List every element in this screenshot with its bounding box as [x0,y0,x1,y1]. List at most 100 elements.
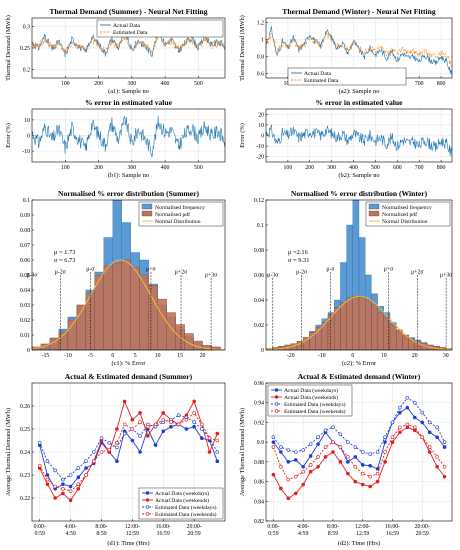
data-point [76,486,81,491]
data-point [316,464,320,469]
data-point [308,469,313,474]
x-axis-label: (a1): Sample no [108,88,149,95]
y-tick-label: 0.92 [254,420,264,426]
x-tick-label: 0:59 [268,531,278,537]
x-tick-label: 700 [415,165,424,171]
x-tick-label: 5 [134,353,137,359]
plot-frame [31,108,226,163]
legend-entry: Normal Distribution [155,219,201,225]
y-tick-label: 0.96 [254,381,264,387]
data-point [286,448,291,452]
data-point [346,440,350,444]
legend-marker [274,409,279,413]
data-point [316,442,320,446]
legend: Actual Data (weekdays)Actual Data (weeke… [138,487,224,520]
data-point [107,447,111,452]
x-tick-label: 16:00- [385,524,400,530]
sigma-label: μ-2σ [296,270,308,276]
x-axis-label: (a2): Sample no [339,88,380,95]
data-point [76,475,81,480]
data-point [346,460,350,464]
legend-box [96,19,224,38]
bar-pdf [327,314,335,351]
x-axis-label: (c2): % Error [342,360,377,367]
x-tick-label: 200 [94,165,103,171]
y-tick-label: -10 [256,144,264,150]
plot-series [266,26,452,76]
legend-marker [274,395,279,399]
x-tick-label: -20 [287,353,295,359]
data-point [53,468,57,473]
data-point [375,450,380,454]
bar-pdf [94,274,104,351]
data-point [346,455,350,459]
series-line [266,31,452,67]
x-tick-label: 8:59 [96,531,106,537]
data-point [207,450,212,454]
data-point [375,466,380,471]
x-tick-label: 300 [127,81,136,87]
data-point [390,435,395,440]
data-point [115,440,119,445]
x-tick-label: 0 [111,353,114,359]
chart-title: Actual & Estimated demand (Winter) [298,372,421,381]
data-point [398,410,402,415]
bar-pdf [139,274,149,351]
data-point [45,459,50,464]
y-tick-label: 0 [261,348,264,354]
data-point [146,434,150,438]
bar-pdf [112,262,122,351]
data-point [130,427,135,431]
data-point [279,445,283,449]
sigma-label: μ-σ [326,267,335,273]
y-tick-label: 1.2 [257,20,264,26]
data-point [61,482,65,487]
plot-series [32,28,225,58]
data-point [383,460,387,464]
data-point [138,411,142,415]
legend-marker [145,512,150,516]
series-line [272,423,445,481]
panel-c2: Normalised % error distribution (Winter)… [254,189,453,367]
x-tick-label: 10 [155,353,161,359]
x-tick-label: 12:00- [355,524,370,530]
bar-pdf [396,329,403,351]
chart-title: Thermal Demand (Winter) - Neural Net Fit… [282,7,436,16]
x-tick-label: 600 [393,165,402,171]
chart-title: % error in estimated value [85,98,173,107]
y-tick-label: 0 [27,134,30,140]
legend-box [138,201,224,227]
plot-frame [31,17,226,79]
y-tick-label: 0.86 [254,480,264,486]
y-tick-label: 0.02 [20,318,30,324]
x-tick-label: 20:00- [187,524,202,530]
data-point [271,435,276,440]
data-point [442,445,447,449]
data-point [138,420,142,424]
bar-pdf [365,299,372,351]
x-tick-label: 800 [437,165,446,171]
x-tick-label: 20:00- [415,524,430,530]
y-tick-label: 0.2 [23,67,30,73]
plot-frame [265,382,453,522]
panel-a2: Thermal Demand (Winter) - Neural Net Fit… [239,7,453,95]
y-tick-label: 0.24 [20,450,30,456]
y-tick-label: -20 [256,155,264,161]
data-point [176,422,181,427]
x-tick-label: 8:59 [328,531,338,537]
y-tick-label: 0.3 [23,25,30,31]
x-tick-label: 20:59 [188,531,201,537]
legend-marker [145,491,150,495]
panel-b1: % error in estimated value (b1): Sample n… [5,98,226,179]
data-point [398,405,402,410]
bar-pdf [352,296,360,351]
y-tick-label: 0.84 [254,499,264,505]
legend-entry: Estimated Data (weekdays) [155,504,217,511]
legend-entry: Normalised frequency [155,204,205,211]
data-point [427,430,432,435]
data-point [338,445,343,449]
x-tick-label: 100 [61,81,70,87]
data-point [68,484,73,489]
y-axis-label: Thermal Demand (MWh) [5,15,12,81]
data-point [45,482,50,487]
